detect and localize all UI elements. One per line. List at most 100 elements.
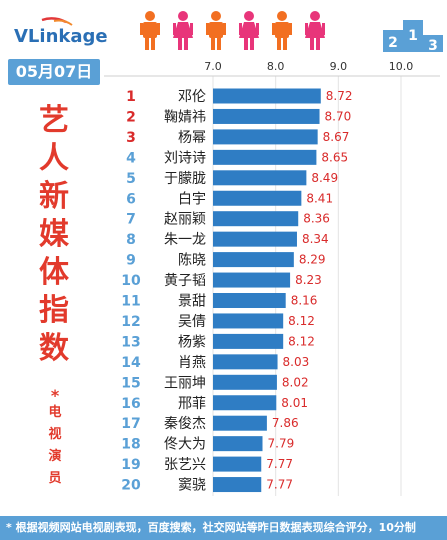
title-char: 人 <box>39 141 69 176</box>
x-tick-label: 7.0 <box>204 60 222 73</box>
bar <box>213 149 317 165</box>
title-char: 新 <box>39 179 69 214</box>
value-label: 8.67 <box>323 130 350 144</box>
rank-label: 11 <box>121 294 140 310</box>
bar <box>213 293 286 308</box>
rank-label: 17 <box>121 416 140 432</box>
value-label: 7.77 <box>266 457 293 471</box>
value-label: 7.79 <box>268 437 295 451</box>
value-label: 8.01 <box>281 396 308 410</box>
bar <box>213 129 318 145</box>
man-figure-icon <box>206 11 226 50</box>
bar <box>213 477 262 493</box>
rank-label: 14 <box>121 355 141 371</box>
subtitle-char: 视 <box>48 427 62 442</box>
rank-label: 16 <box>121 396 140 412</box>
category-label: 黄子韬 <box>164 272 206 289</box>
value-label: 8.23 <box>295 273 322 287</box>
rank-label: 1 <box>126 89 136 105</box>
rank-label: 18 <box>121 437 140 453</box>
value-label: 8.02 <box>282 375 309 389</box>
bar-chart: 7.0 8.0 9.0 10.0 1 邓伦 8.72 2 鞠婧祎 8.70 3 杨幂 8.67 4 刘诗诗 8… <box>104 60 440 496</box>
category-label: 邓伦 <box>178 89 206 105</box>
title-char: 媒 <box>39 217 69 252</box>
category-label: 窦骁 <box>178 478 206 494</box>
category-label: 邢菲 <box>178 396 206 412</box>
category-label: 杨紫 <box>178 334 206 350</box>
category-label: 鞠婧祎 <box>164 109 206 125</box>
value-label: 8.49 <box>311 171 338 185</box>
rank-label: 15 <box>121 375 140 391</box>
value-label: 8.03 <box>283 355 310 369</box>
category-label: 张艺兴 <box>164 457 206 473</box>
category-label: 佟大为 <box>164 437 206 453</box>
date-badge: 05月07日 <box>8 59 100 85</box>
vertical-subtitle: * 电视演员 <box>40 386 70 490</box>
man-figure-icon <box>272 11 292 50</box>
category-label: 赵丽颖 <box>164 212 206 228</box>
woman-figure-icon <box>239 11 259 50</box>
rank-label: 10 <box>121 273 141 289</box>
category-label: 刘诗诗 <box>164 150 206 166</box>
podium-label: 2 <box>388 35 398 51</box>
bar <box>213 415 267 431</box>
title-char: 数 <box>39 331 69 366</box>
value-label: 8.29 <box>299 253 326 267</box>
podium-label: 1 <box>408 28 418 44</box>
value-label: 8.34 <box>302 232 329 246</box>
vertical-title: 艺人新媒体指数 <box>34 102 74 368</box>
bar <box>213 88 321 104</box>
subtitle-char: 演 <box>48 449 62 464</box>
value-label: 8.12 <box>288 314 315 328</box>
bar <box>213 170 307 186</box>
footer-note: * 根据视频网站电视剧表现，百度搜索，社交网站等昨日数据表现综合评分，10分制 <box>0 516 447 540</box>
bar <box>213 108 320 124</box>
value-label: 7.77 <box>266 478 293 492</box>
woman-figure-icon <box>305 11 325 50</box>
value-label: 8.12 <box>288 334 315 348</box>
rank-label: 19 <box>121 457 140 473</box>
category-label: 杨幂 <box>178 130 206 146</box>
category-label: 吴倩 <box>178 314 206 330</box>
rank-label: 9 <box>126 253 136 269</box>
woman-figure-icon <box>173 11 193 50</box>
logo-swoosh-icon <box>41 17 73 26</box>
bar <box>213 395 277 411</box>
podium-icon: 2 13 <box>383 20 443 52</box>
category-label: 朱一龙 <box>164 232 206 248</box>
value-label: 8.70 <box>325 109 352 123</box>
rank-label: 4 <box>126 150 136 166</box>
value-label: 7.86 <box>272 416 299 430</box>
logo-text: VLinkage <box>14 26 108 47</box>
value-label: 8.65 <box>321 150 348 164</box>
rank-label: 12 <box>121 314 140 330</box>
bar <box>213 313 284 329</box>
x-tick-label: 9.0 <box>330 60 348 73</box>
x-tick-label: 8.0 <box>267 60 285 73</box>
bar <box>213 456 262 472</box>
category-label: 秦俊杰 <box>164 416 206 432</box>
rank-label: 5 <box>126 171 136 187</box>
rank-label: 7 <box>126 212 136 228</box>
bar <box>213 211 299 227</box>
title-char: 艺 <box>39 103 69 138</box>
category-label: 白宇 <box>178 191 206 207</box>
bar <box>213 272 291 288</box>
category-label: 王丽坤 <box>164 375 206 391</box>
bar <box>213 190 302 206</box>
rank-label: 8 <box>126 232 136 248</box>
category-label: 肖燕 <box>178 355 206 371</box>
category-label: 陈晓 <box>178 252 206 269</box>
man-figure-icon <box>140 11 160 50</box>
bar <box>213 252 294 268</box>
rank-label: 20 <box>121 478 141 494</box>
bar <box>213 333 284 349</box>
rank-label: 6 <box>126 191 136 207</box>
category-label: 于朦胧 <box>164 171 206 187</box>
bar <box>213 374 277 390</box>
asterisk-icon: * <box>50 386 60 405</box>
value-label: 8.41 <box>306 191 333 205</box>
bar <box>213 354 278 370</box>
value-label: 8.36 <box>303 212 330 226</box>
